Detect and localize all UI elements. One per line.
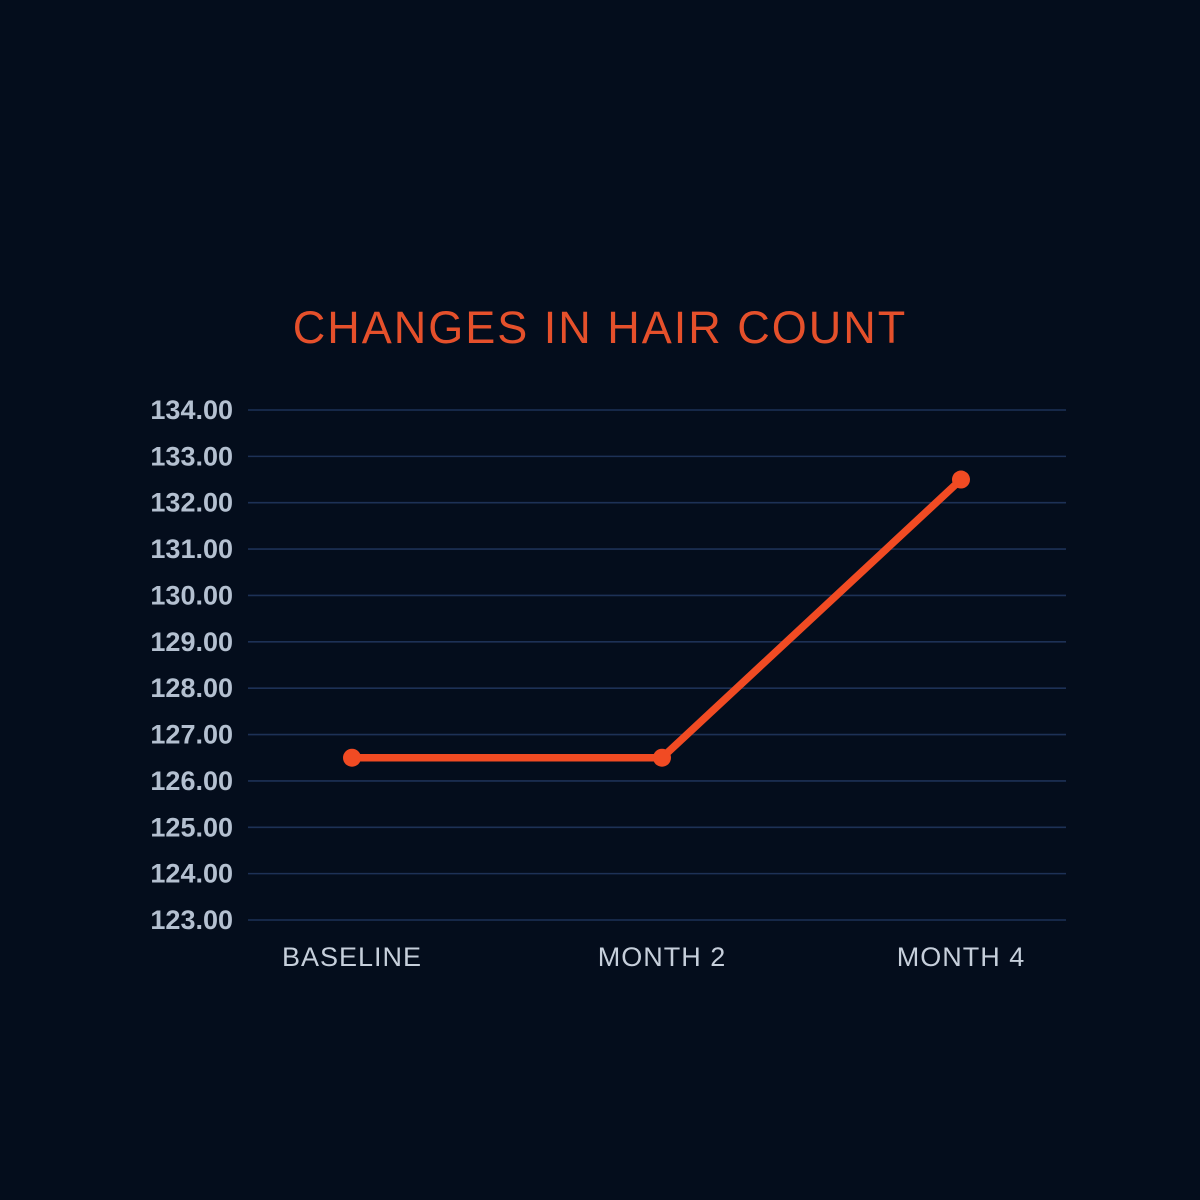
y-axis-tick-label: 127.00 xyxy=(150,720,233,750)
x-axis-tick-label: MONTH 2 xyxy=(598,942,727,972)
y-axis-tick-label: 134.00 xyxy=(150,395,233,425)
y-axis-tick-label: 128.00 xyxy=(150,673,233,703)
y-axis-tick-label: 125.00 xyxy=(150,812,233,842)
y-axis-tick-label: 133.00 xyxy=(150,441,233,471)
data-line xyxy=(348,475,965,762)
y-axis-tick-label: 126.00 xyxy=(150,766,233,796)
y-axis-tick-label: 132.00 xyxy=(150,488,233,518)
data-point xyxy=(952,470,970,489)
x-axis-tick-label: MONTH 4 xyxy=(897,942,1026,972)
data-point xyxy=(653,748,671,767)
y-axis-tick-label: 131.00 xyxy=(150,534,233,564)
x-axis-tick-label: BASELINE xyxy=(282,942,422,972)
chart-title: CHANGES IN HAIR COUNT xyxy=(292,302,908,353)
y-axis-tick-label: 129.00 xyxy=(150,627,233,657)
y-axis-tick-label: 123.00 xyxy=(150,905,233,935)
data-point xyxy=(343,748,361,767)
y-axis-tick-label: 124.00 xyxy=(150,859,233,889)
y-axis-tick-label: 130.00 xyxy=(150,580,233,610)
